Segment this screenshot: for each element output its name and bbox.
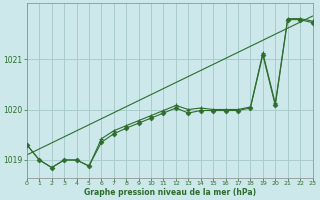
X-axis label: Graphe pression niveau de la mer (hPa): Graphe pression niveau de la mer (hPa) <box>84 188 256 197</box>
